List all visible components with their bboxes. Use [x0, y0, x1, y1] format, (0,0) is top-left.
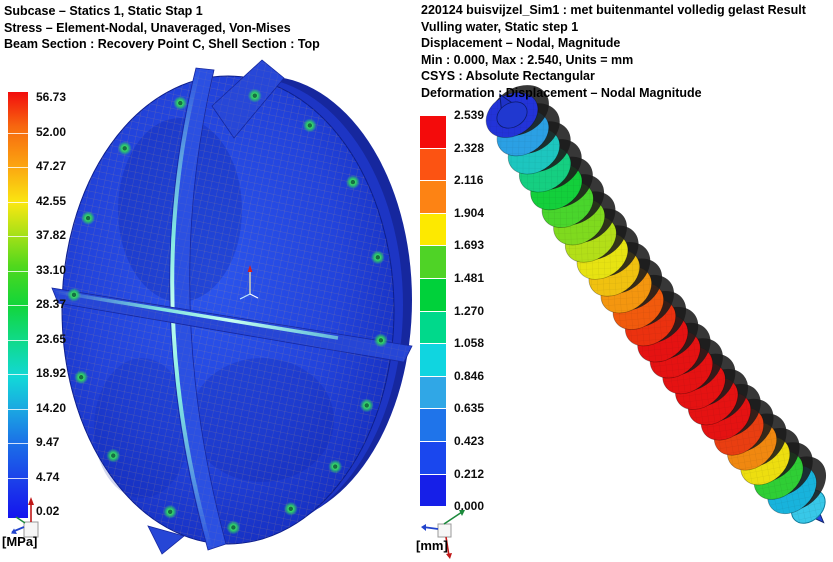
left-colorbar-tick-label: 42.55 [36, 193, 67, 208]
header-line: Beam Section : Recovery Point C, Shell S… [4, 37, 320, 51]
bolt-spot-center [167, 509, 173, 514]
bolt-stress-spots [66, 88, 388, 535]
right-colorbar-block [420, 148, 446, 182]
bolt-spot-center [378, 338, 384, 343]
left-colorbar-tick-mark [8, 374, 28, 375]
bolt-spot-center [252, 93, 258, 98]
right-colorbar-block [420, 213, 446, 247]
bolt-spot-center [307, 123, 313, 128]
left-colorbar-tick-label: 18.92 [36, 366, 67, 380]
right-colorbar-tick-label: 1.270 [454, 303, 485, 318]
left-colorbar-tick-label: 9.47 [36, 435, 60, 449]
header-line: 220124 buisvijzel_Sim1 : met buitenmante… [421, 3, 806, 17]
right-colorbar-tick-label: 2.328 [454, 140, 485, 155]
bolt-spot-center [111, 453, 116, 458]
right-colorbar-tick-label: 0.635 [454, 401, 485, 416]
right-colorbar-tick-label: 2.539 [454, 108, 485, 122]
left-colorbar-tick-label: 56.73 [36, 90, 67, 104]
right-colorbar-tick-label: 1.058 [454, 336, 485, 351]
left-colorbar-tick-mark [8, 132, 28, 134]
bolt-spot-center [85, 215, 91, 221]
left-view-header: Subcase – Statics 1, Static Stap 1 Stress… [4, 3, 320, 53]
left-colorbar-tick-mark [8, 443, 28, 444]
header-line: CSYS : Absolute Rectangular [421, 69, 595, 83]
left-colorbar-tick-label: 33.10 [36, 262, 67, 277]
bolt-spot-center [78, 375, 84, 380]
left-colorbar-tick-label: 28.37 [36, 297, 67, 311]
vertical-stiffener [169, 67, 227, 551]
header-line: Subcase – Statics 1, Static Stap 1 [4, 4, 203, 18]
left-colorbar-tick-mark [8, 339, 28, 341]
left-colorbar-tick-label: 0.02 [36, 504, 60, 518]
left-colorbar-tick-label: 14.20 [36, 400, 67, 415]
right-unit-label: [mm] [416, 538, 448, 553]
right-colorbar-tick-label: 1.693 [454, 238, 485, 253]
right-colorbar-block [420, 279, 446, 312]
right-colorbar-block [420, 409, 446, 442]
right-colorbar-tick-label: 2.116 [454, 173, 484, 188]
left-colorbar-tick-mark [8, 477, 28, 479]
left-colorbar-tick-label: 4.74 [36, 469, 60, 484]
right-colorbar-block [420, 474, 446, 508]
bolt-spot-center [178, 100, 183, 106]
right-colorbar-block [420, 116, 446, 149]
bolt-spot-center [333, 464, 338, 469]
right-colorbar [420, 116, 446, 508]
right-colorbar-block [420, 181, 446, 214]
header-line: Stress – Element-Nodal, Unaveraged, Von-… [4, 20, 291, 35]
right-colorbar-block [420, 344, 446, 377]
bolt-spot-center [350, 179, 356, 185]
right-view-header: 220124 buisvijzel_Sim1 : met buitenmante… [421, 2, 806, 101]
bolt-spot-center [122, 146, 127, 151]
horizontal-stiffener [51, 287, 413, 363]
left-colorbar-tick-mark [8, 201, 28, 203]
left-colorbar-tick-mark [8, 305, 28, 306]
right-colorbar-tick-label: 0.000 [454, 499, 485, 514]
left-csys-triad-icon [11, 497, 39, 538]
left-colorbar-tick-label: 23.65 [36, 331, 67, 346]
header-line: Vulling water, Static step 1 [421, 19, 579, 34]
left-colorbar-tick-label: 52.00 [36, 124, 67, 139]
right-csys-triad-icon [421, 510, 465, 559]
right-colorbar-tick-label: 0.423 [454, 434, 485, 448]
right-colorbar-tick-label: 0.846 [454, 368, 485, 383]
disc-mesh-overlay [62, 76, 394, 544]
right-colorbar-tick-label: 0.212 [454, 466, 485, 481]
header-line: Deformation : Displacement – Nodal Magni… [421, 85, 702, 100]
bolt-spot-center [288, 506, 293, 512]
left-colorbar-tick-mark [8, 167, 28, 168]
left-colorbar-tick-mark [8, 236, 28, 237]
auger-top-cap [496, 101, 528, 129]
right-colorbar-block [420, 311, 446, 345]
right-model[interactable] [478, 75, 833, 530]
right-colorbar-block [420, 376, 446, 410]
left-colorbar-tick-mark [8, 270, 28, 272]
left-model[interactable] [51, 59, 413, 555]
left-colorbar-tick-mark [8, 408, 28, 410]
bolt-spot-center [71, 292, 77, 298]
right-colorbar-block [420, 442, 446, 475]
left-unit-label: [MPa] [2, 534, 38, 549]
left-colorbar-tick-label: 47.27 [36, 159, 67, 173]
header-line: Min : 0.000, Max : 2.540, Units = mm [421, 52, 634, 67]
header-line: Displacement – Nodal, Magnitude [421, 36, 621, 50]
bolt-spot-center [231, 525, 236, 530]
right-colorbar-tick-label: 1.481 [454, 271, 485, 285]
right-colorbar-tick-label: 1.904 [454, 205, 485, 220]
bolt-spot-center [364, 403, 369, 408]
right-colorbar-block [420, 246, 446, 279]
wcs-marker-icon [239, 265, 259, 300]
left-colorbar-tick-label: 37.82 [36, 228, 67, 242]
bolt-spot-center [375, 255, 380, 260]
top-fin [211, 59, 285, 139]
bottom-fin [147, 525, 185, 555]
